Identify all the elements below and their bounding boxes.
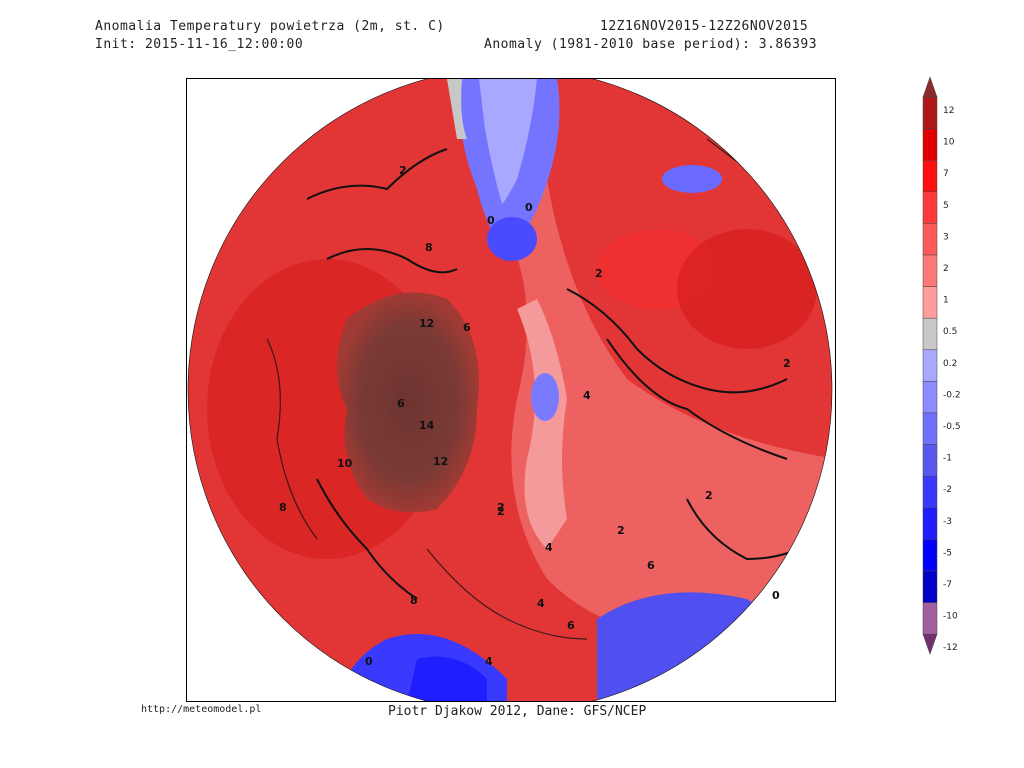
legend-label: -7 xyxy=(943,580,952,590)
contour-label: 12 xyxy=(419,317,434,330)
contour-label: 2 xyxy=(595,267,603,280)
contour-label: 6 xyxy=(463,321,471,334)
legend-band xyxy=(922,412,938,445)
contour-label: 6 xyxy=(397,397,405,410)
legend-band xyxy=(922,475,938,509)
contour-label: 0 xyxy=(772,589,780,602)
contour-label: 2 xyxy=(399,164,407,177)
contour-label: 2 xyxy=(497,501,505,514)
legend-label: -12 xyxy=(943,643,958,653)
contour-label: 2 xyxy=(783,357,791,370)
legend-band xyxy=(922,507,938,540)
legend-band xyxy=(922,602,938,635)
legend-label: -0.2 xyxy=(943,390,961,400)
legend-band xyxy=(922,570,938,603)
legend-band xyxy=(922,159,938,193)
contour-label: 0 xyxy=(365,655,373,668)
contour-label: 8 xyxy=(279,501,287,514)
coastlines xyxy=(306,148,818,600)
contour-label: 14 xyxy=(419,419,435,432)
contour-label: 0 xyxy=(487,214,495,227)
legend-band xyxy=(922,254,938,287)
map-disc-border xyxy=(187,79,833,701)
legend-arrow-bottom xyxy=(922,633,938,655)
legend-band xyxy=(922,349,938,382)
legend-label: -3 xyxy=(943,517,952,527)
contour-label: 2 xyxy=(705,489,713,502)
legend-band xyxy=(922,223,938,256)
legend-band xyxy=(922,286,938,319)
contour-label: 0 xyxy=(525,201,533,214)
contour-label: 6 xyxy=(647,559,655,572)
legend-label: -10 xyxy=(943,612,958,622)
cold-pocket-3 xyxy=(662,165,722,193)
contour-label: 4 xyxy=(583,389,591,402)
legend-label: -2 xyxy=(943,485,952,495)
contour-label: 4 xyxy=(485,655,493,668)
cold-south-core xyxy=(407,656,487,701)
legend-label: 2 xyxy=(943,264,949,274)
legend-label: -5 xyxy=(943,548,952,558)
forecast-period: 12Z16NOV2015-12Z26NOV2015 xyxy=(600,19,809,34)
contour-label: 8 xyxy=(410,594,418,607)
cold-pocket-2 xyxy=(531,373,559,421)
contour-label: 2 xyxy=(497,505,505,518)
legend-label: -1 xyxy=(943,454,952,464)
contour-label: 4 xyxy=(537,597,545,610)
legend-band xyxy=(922,96,938,129)
legend-band xyxy=(922,317,938,351)
legend-label: -0.5 xyxy=(943,422,961,432)
legend-label: 0.5 xyxy=(943,327,957,337)
legend-label: 10 xyxy=(943,138,955,148)
neutral-strip xyxy=(447,79,467,139)
hot-anomaly-core xyxy=(337,292,479,513)
contour-label: 10 xyxy=(337,457,353,470)
map-frame: 0 0 2 2 6 8 12 12 14 10 6 8 2 4 2 2 4 6 8 0 4 6 2 4 2 0 xyxy=(186,78,836,702)
legend-arrow-top xyxy=(922,76,938,98)
legend-band xyxy=(922,444,938,477)
anomaly-value: Anomaly (1981-2010 base period): 3.86393 xyxy=(484,37,818,52)
light-band xyxy=(517,299,567,549)
legend-band xyxy=(922,381,938,414)
legend-label: 3 xyxy=(943,232,949,242)
cold-pocket-1 xyxy=(487,217,537,261)
map-title: Anomalia Temperatury powietrza (2m, st. … xyxy=(95,19,445,34)
legend-label: 12 xyxy=(943,106,954,116)
legend-band xyxy=(922,128,938,161)
warm-east xyxy=(677,229,817,349)
legend-label: 7 xyxy=(943,169,949,179)
legend-label: 0.2 xyxy=(943,359,957,369)
contour-label: 8 xyxy=(425,241,433,254)
legend-band xyxy=(922,539,938,572)
cool-tongue-north xyxy=(479,79,537,204)
footer-credit: Piotr Djakow 2012, Dane: GFS/NCEP xyxy=(388,704,647,719)
legend-band xyxy=(922,191,938,224)
cold-south-2 xyxy=(597,592,832,701)
color-legend: 12 10 7 5 3 2 1 0.5 0.2 -0.2 -0.5 -1 -2 -3 -5 -7 -10 -12 xyxy=(922,76,961,655)
legend-label: 1 xyxy=(943,296,949,306)
contour-label: 12 xyxy=(433,455,448,468)
footer-url[interactable]: http://meteomodel.pl xyxy=(141,704,262,715)
contour-label: 6 xyxy=(567,619,575,632)
contour-label: 2 xyxy=(617,524,625,537)
legend-label: 5 xyxy=(943,201,949,211)
contour-label: 4 xyxy=(545,541,553,554)
init-time: Init: 2015-11-16_12:00:00 xyxy=(95,37,304,52)
